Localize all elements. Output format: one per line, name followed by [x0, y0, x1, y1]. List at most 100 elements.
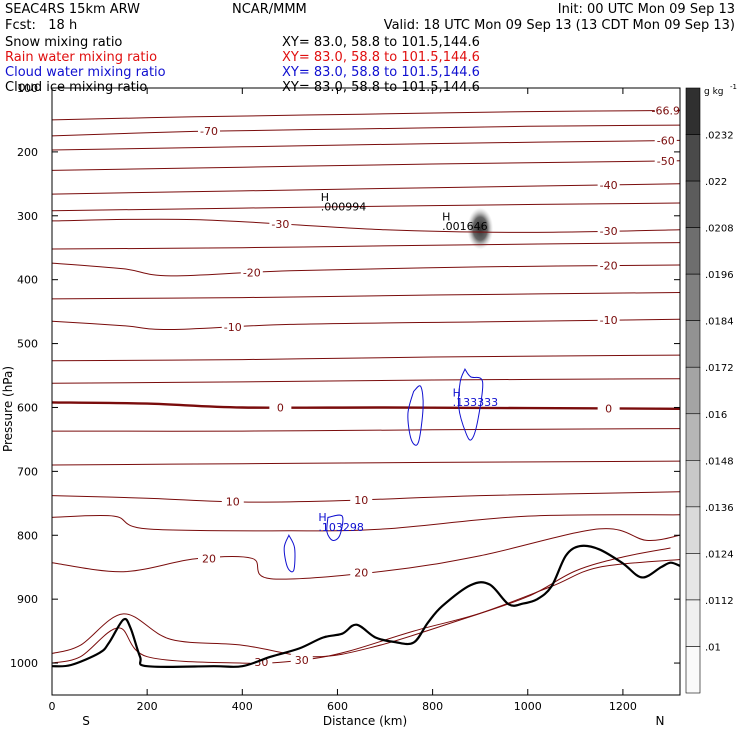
temperature-contour: [52, 318, 680, 331]
source-label: NCAR/MMM: [232, 2, 307, 17]
colorbar-swatch: [685, 460, 701, 508]
extremum-annotation: .000994: [321, 201, 367, 214]
contour-label: 0: [605, 402, 612, 415]
colorbar-label: .0172: [705, 363, 734, 374]
y-tick-label: 700: [17, 465, 38, 478]
temperature-contour: [52, 218, 680, 233]
colorbar-swatch: [685, 227, 701, 275]
contour-label: -60: [657, 135, 675, 148]
contour-label: -10: [600, 314, 618, 327]
field-label: Rain water mixing ratio: [5, 50, 157, 65]
temperature-contour: [52, 514, 680, 532]
colorbar-swatch: [685, 87, 701, 135]
y-tick-label: 900: [17, 593, 38, 606]
colorbar: .0232 .022 .0208 .0196 .0184 .0172 .016 .0148 .0…: [685, 83, 737, 694]
contour-label: 10: [226, 496, 240, 509]
y-tick-label: 200: [17, 146, 38, 159]
x-end-label-north: N: [656, 714, 665, 728]
colorbar-swatch: [685, 180, 701, 228]
field-label: Snow mixing ratio: [5, 35, 122, 50]
plot-area: -66.9 -70 -60 -50 -40 -30 -30 -20 -20 -10 -10 0 0 10 1…: [52, 104, 680, 669]
forecast-hour: Fcst: 18 h: [5, 18, 77, 33]
colorbar-unit: g kg: [704, 87, 724, 97]
temperature-contour: [52, 547, 671, 658]
contour-label: -20: [243, 266, 261, 279]
colorbar-swatch: [685, 320, 701, 368]
extremum-annotation: .001646: [442, 220, 488, 233]
cloud-water-contour: [326, 514, 344, 541]
contour-label: -40: [600, 179, 618, 192]
colorbar-label: .0232: [705, 131, 734, 142]
contour-label: 20: [354, 567, 368, 580]
colorbar-swatch: [685, 553, 701, 601]
y-axis-label: Pressure (hPa): [1, 366, 15, 452]
cloud-water-contour: [283, 534, 296, 573]
y-tick-label: 800: [17, 529, 38, 542]
temperature-contour: [52, 109, 680, 121]
contour-label: 20: [202, 553, 216, 566]
temperature-contour: [52, 124, 680, 137]
field-xy: XY= 83.0, 58.8 to 101.5,144.6: [282, 50, 480, 65]
colorbar-swatch: [685, 599, 701, 647]
temperature-contour: [52, 242, 680, 250]
y-tick-label: 300: [17, 210, 38, 223]
extremum-annotation: H: [318, 511, 326, 524]
cloud-water-contour: [457, 368, 484, 441]
temperature-contour: [52, 460, 680, 466]
field-xy: XY= 83.0, 58.8 to 101.5,144.6: [282, 65, 480, 80]
colorbar-unit-exponent: -1: [730, 83, 737, 91]
temperature-contour: [52, 292, 680, 300]
temperature-contour: [52, 401, 680, 410]
temperature-contour: [52, 491, 680, 503]
field-legend: Snow mixing ratio XY= 83.0, 58.8 to 101.5…: [5, 35, 480, 95]
contour-label: -10: [224, 321, 242, 334]
x-end-label-south: S: [82, 714, 90, 728]
y-tick-label: 600: [17, 401, 38, 414]
temperature-contour: [52, 202, 680, 212]
temperature-contour: [52, 183, 680, 195]
x-tick-label: 800: [422, 700, 443, 713]
colorbar-swatch: [685, 366, 701, 415]
x-tick-label: 400: [232, 700, 253, 713]
contour-label: -50: [657, 155, 675, 168]
colorbar-label: .0112: [705, 596, 734, 607]
init-time: Init: 00 UTC Mon 09 Sep 13: [558, 2, 735, 17]
temperature-contour: [52, 160, 680, 171]
temperature-contour: [52, 428, 680, 432]
cloud-water-contour: [407, 385, 424, 446]
colorbar-label: .0208: [705, 224, 734, 235]
colorbar-swatch: [685, 273, 701, 321]
contour-label: 0: [277, 401, 284, 414]
colorbar-label: .0136: [705, 503, 734, 514]
x-axis-label: Distance (km): [323, 714, 407, 728]
temperature-contour: [52, 378, 680, 384]
extremum-annotation: H: [453, 387, 461, 400]
contour-label: -66.9: [651, 104, 679, 117]
snow-mixing-ratio-shade: [467, 207, 494, 250]
field-label: Cloud water mixing ratio: [5, 65, 166, 80]
x-tick-label: 1200: [609, 700, 637, 713]
colorbar-label: .016: [705, 410, 727, 421]
colorbar-label: .022: [705, 177, 727, 188]
contour-label: -70: [200, 125, 218, 138]
colorbar-label: .0124: [705, 549, 734, 560]
y-tick-label: 100: [17, 82, 38, 95]
colorbar-swatch: [685, 134, 701, 182]
colorbar-swatch: [685, 413, 701, 461]
temperature-contour: [52, 528, 680, 580]
model-title: SEAC4RS 15km ARW: [5, 2, 140, 17]
extremum-annotation: H: [442, 210, 450, 223]
contour-label: -30: [600, 225, 618, 238]
valid-time: Valid: 18 UTC Mon 09 Sep 13 (13 CDT Mon …: [384, 18, 735, 33]
x-tick-label: 600: [327, 700, 348, 713]
contour-label: -30: [271, 218, 289, 231]
field-xy: XY= 83.0, 58.8 to 101.5,144.6: [282, 35, 480, 50]
terrain-line: [52, 544, 680, 669]
temperature-contour: [52, 354, 680, 362]
contour-label: -20: [600, 260, 618, 273]
contour-label: 10: [354, 494, 368, 507]
contour-label: 30: [295, 654, 309, 667]
colorbar-label: .0184: [705, 317, 734, 328]
